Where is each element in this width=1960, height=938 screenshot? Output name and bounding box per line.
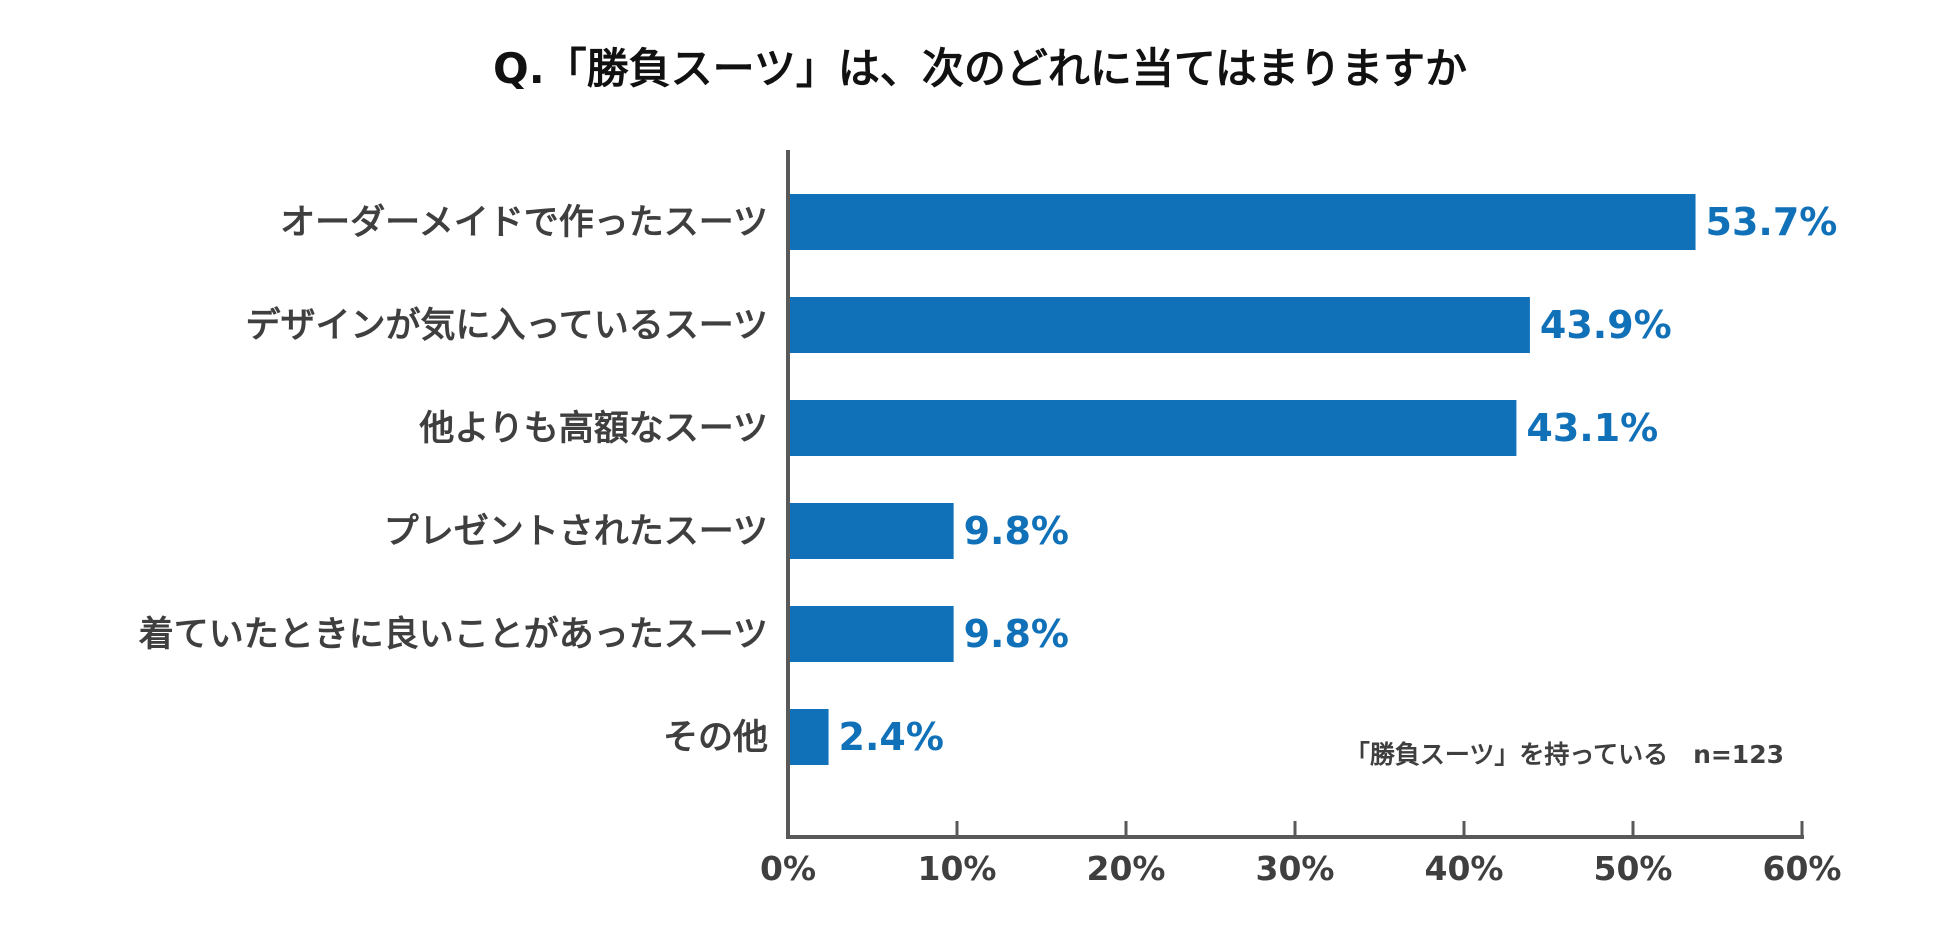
category-label: デザインが気に入っているスーツ — [245, 305, 768, 346]
bar — [788, 709, 829, 765]
category-label: その他 — [663, 718, 768, 758]
value-label: 2.4% — [839, 715, 944, 759]
x-tick-label: 10% — [918, 849, 997, 888]
bar — [788, 606, 954, 662]
bar — [788, 194, 1696, 250]
bar — [788, 297, 1530, 353]
x-tick-label: 20% — [1087, 849, 1166, 888]
category-label: プレゼントされたスーツ — [384, 512, 768, 552]
sample-note: 「勝負スーツ」を持っている n=123 — [1345, 740, 1784, 769]
bars-group: オーダーメイドで作ったスーツ 53.7% デザインが気に入っているスーツ 43.9% 他… — [139, 194, 1838, 765]
value-label: 53.7% — [1706, 200, 1838, 244]
x-tick-label: 30% — [1256, 849, 1335, 888]
x-tick-label: 50% — [1594, 849, 1673, 888]
value-label: 43.9% — [1540, 303, 1672, 347]
category-label: 他よりも高額なスーツ — [418, 409, 768, 449]
bar — [788, 400, 1517, 456]
chart-title: Q.「勝負スーツ」は、次のどれに当てはまりますか — [493, 44, 1467, 93]
x-tick-label: 0% — [760, 849, 816, 888]
value-label: 43.1% — [1526, 406, 1658, 450]
value-label: 9.8% — [964, 509, 1069, 553]
category-label: 着ていたときに良いことがあったスーツ — [139, 615, 768, 655]
x-tick-label: 60% — [1763, 849, 1842, 888]
x-tick-label: 40% — [1425, 849, 1504, 888]
category-label: オーダーメイドで作ったスーツ — [280, 203, 768, 243]
value-label: 9.8% — [964, 612, 1069, 656]
axes-group: 0% 10% 20% 30% 40% 50% 60% — [760, 150, 1842, 888]
bar — [788, 503, 954, 559]
